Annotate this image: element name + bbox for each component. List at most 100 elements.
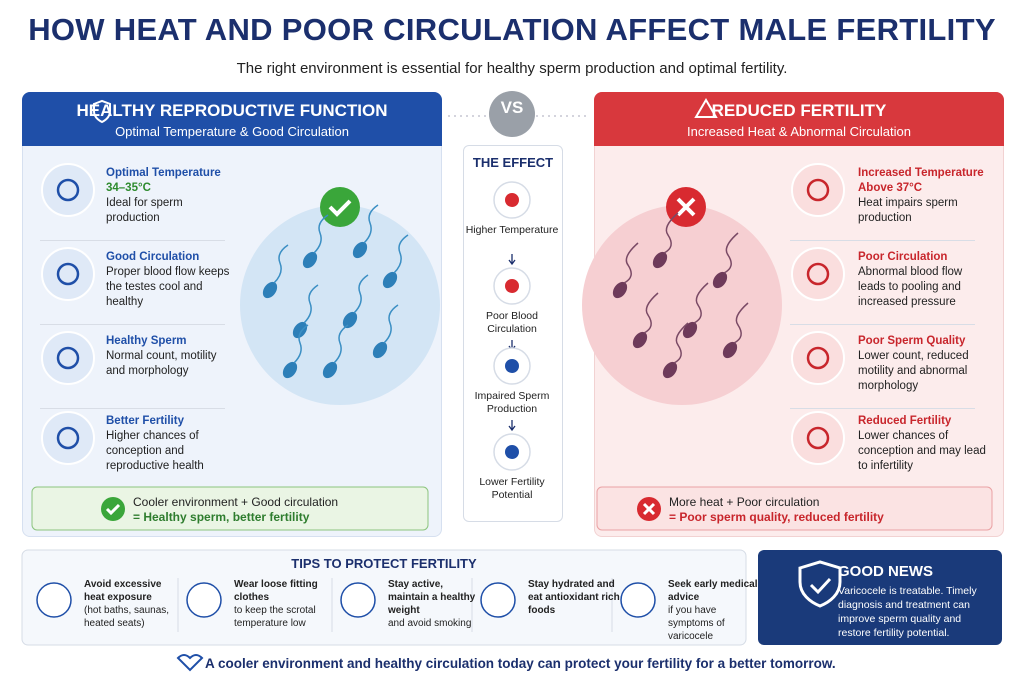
reduced-header: REDUCED FERTILITY Increased Heat & Abnor… <box>594 92 1004 146</box>
effect-step: Impaired Sperm Production <box>474 390 550 415</box>
tip: Wear loose fitting clothes to keep the sc… <box>234 578 326 630</box>
effect-step: Poor Blood Circulation <box>486 310 538 335</box>
item-icon-core <box>56 426 80 450</box>
tip-icon <box>36 582 72 618</box>
sperm-head <box>712 271 728 289</box>
item-icon-core <box>806 426 830 450</box>
item-title: Increased Temperature <box>858 167 984 179</box>
tip-icon <box>340 582 376 618</box>
item-title: Better Fertility <box>106 415 184 427</box>
tip-icon <box>620 582 656 618</box>
sperm-head <box>612 281 628 299</box>
check-badge <box>320 187 360 227</box>
tip-text: if you have symptoms of varicocele <box>668 605 725 642</box>
separator <box>790 408 975 409</box>
item: Optimal Temperature 34–35°C Ideal for sper… <box>106 166 236 226</box>
tips-title: TIPS TO PROTECT FERTILITY <box>291 556 477 571</box>
check <box>328 199 352 217</box>
healthy-subtitle: Optimal Temperature & Good Circulation <box>115 124 349 139</box>
item: Healthy Sperm Normal count, motility and … <box>106 334 236 379</box>
item-text: Ideal for sperm production <box>106 197 183 224</box>
sperm-tail <box>643 292 659 334</box>
separator <box>40 324 225 325</box>
subtitle: The right environment is essential for h… <box>236 60 788 77</box>
item: Reduced Fertility Lower chances of concep… <box>858 414 988 474</box>
sperm-tail <box>333 324 349 364</box>
tip: Avoid excessive heat exposure (hot baths,… <box>84 578 176 630</box>
item-highlight: 34–35°C <box>106 182 151 194</box>
effect-step: Higher Temperature <box>465 224 559 236</box>
reduced-summary-box <box>596 486 993 531</box>
summary-line: Cooler environment + Good circulation <box>133 495 339 509</box>
healthy-circle <box>240 205 440 405</box>
shield-icon <box>93 99 111 124</box>
reduced-subtitle: Increased Heat & Abnormal Circulation <box>686 124 911 139</box>
tip: Seek early medical advice if you have sym… <box>668 578 760 643</box>
item-text: Normal count, motility and morphology <box>106 350 217 377</box>
tip: Stay hydrated and eat antioxidant rich f… <box>528 578 620 617</box>
tip-title: Seek early medical advice <box>668 579 758 603</box>
sperm-tail <box>723 232 739 274</box>
sperm-tail <box>363 204 379 244</box>
sperm-head <box>632 331 648 349</box>
tip-text: and avoid smoking <box>388 618 472 629</box>
sperm-head <box>342 311 358 329</box>
sperm-tail <box>313 214 329 254</box>
item-icon-core <box>56 346 80 370</box>
sperm-head <box>722 341 738 359</box>
sperm-head <box>282 361 298 379</box>
sperm-tail <box>693 282 709 324</box>
summary-line: = Poor sperm quality, reduced fertility <box>669 510 884 524</box>
tip-text: to keep the scrotal temperature low <box>234 605 316 629</box>
x <box>642 502 656 516</box>
summary-line: More heat + Poor circulation <box>669 495 820 509</box>
sperm-tail <box>623 242 639 284</box>
item-icon <box>41 331 95 385</box>
item-icon-core <box>806 178 830 202</box>
sperm-head <box>262 281 278 299</box>
arrow <box>508 254 516 266</box>
separator <box>40 240 225 241</box>
effect-step: Lower Fertility Potential <box>479 476 545 501</box>
item-icon <box>791 163 845 217</box>
vs-label: VS <box>500 98 524 117</box>
x <box>676 197 696 217</box>
item-text: Lower count, reduced motility and abnorm… <box>858 350 969 392</box>
step-icon-core <box>505 193 519 207</box>
sperm-head <box>682 321 698 339</box>
sperm-tail <box>353 274 369 314</box>
reduced-summary: More heat + Poor circulation = Poor sper… <box>669 495 884 525</box>
item-icon <box>791 247 845 301</box>
item-icon <box>41 163 95 217</box>
tip-icon <box>480 582 516 618</box>
item: Poor Circulation Abnormal blood flow lead… <box>858 250 988 310</box>
item-icon-core <box>806 346 830 370</box>
separator <box>790 240 975 241</box>
sperm-group <box>262 204 749 379</box>
sperm-head <box>382 271 398 289</box>
sperm-head <box>322 361 338 379</box>
shield-icon <box>798 560 842 608</box>
item-icon <box>41 411 95 465</box>
check <box>105 503 121 516</box>
step-icon-core <box>505 445 519 459</box>
good-news-title: GOOD NEWS <box>838 563 934 580</box>
item-icon <box>791 411 845 465</box>
item-highlight: Above 37°C <box>858 182 923 194</box>
reduced-title: REDUCED FERTILITY <box>711 101 887 120</box>
sperm-tail <box>273 244 289 284</box>
sperm-tail <box>393 234 409 274</box>
item: Poor Sperm Quality Lower count, reduced m… <box>858 334 988 394</box>
summary-line: = Healthy sperm, better fertility <box>133 510 310 524</box>
separator <box>790 324 975 325</box>
check <box>809 577 832 595</box>
tip-icon <box>186 582 222 618</box>
good-news-box <box>758 550 1002 645</box>
item: Increased Temperature Above 37°C Heat impa… <box>858 166 988 226</box>
healthy-header: HEALTHY REPRODUCTIVE FUNCTION Optimal Te… <box>22 92 442 146</box>
item-text: Heat impairs sperm production <box>858 197 958 224</box>
heart-icon <box>176 654 204 672</box>
separator <box>40 408 225 409</box>
